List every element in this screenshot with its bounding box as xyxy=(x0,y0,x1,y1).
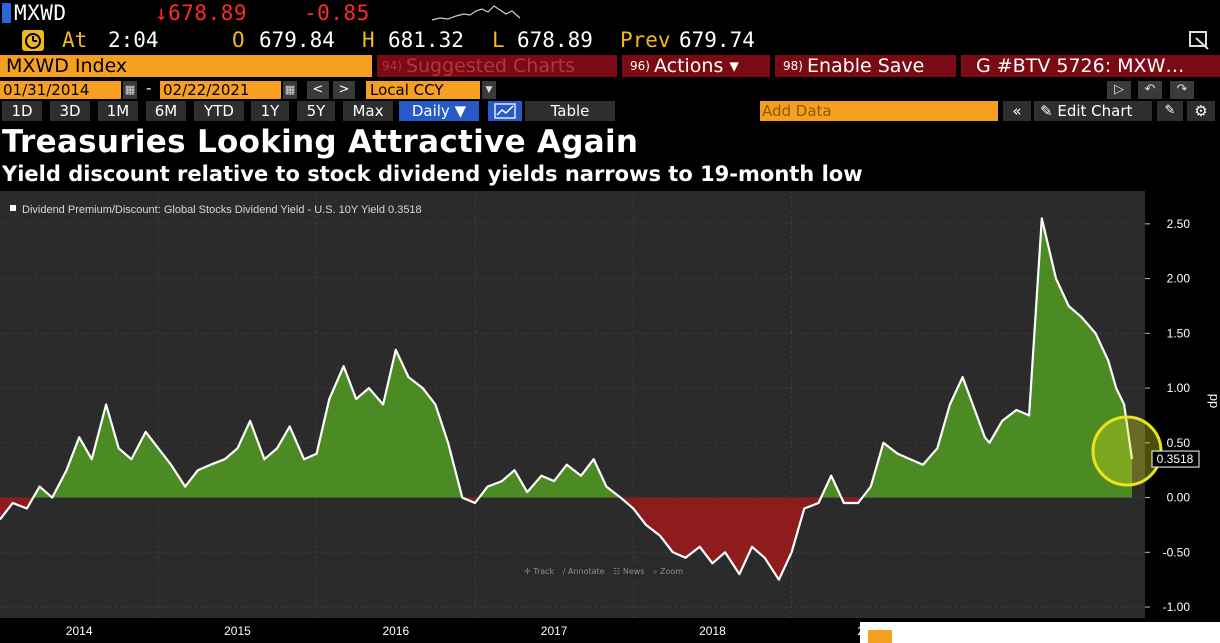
overlay-banner-logo xyxy=(868,630,892,643)
sparkline-icon xyxy=(431,5,521,21)
net-change: -0.85 xyxy=(304,1,370,25)
previous-period-button[interactable]: < xyxy=(307,81,329,99)
frequency-dropdown[interactable]: Daily ▼ xyxy=(399,101,479,121)
y-tick-label: 0.50 xyxy=(1167,436,1191,450)
calendar-icon[interactable]: ▦ xyxy=(283,81,297,99)
period-ytd-button[interactable]: YTD xyxy=(194,101,244,121)
zoom-button[interactable]: ⌕ Zoom xyxy=(653,567,684,576)
enable-save-label: Enable Save xyxy=(806,55,925,77)
period-6m-button[interactable]: 6M xyxy=(146,101,186,121)
chart-mini-toolbar[interactable]: ✛ Track ∕ Annotate ☷ News ⌕ Zoom xyxy=(518,565,690,579)
high-value: 681.32 xyxy=(388,28,464,52)
command-line[interactable]: G #BTV 5726: MXW… xyxy=(961,55,1220,77)
last-price: ↓678.89 xyxy=(155,1,248,25)
actions-number: 96) xyxy=(630,59,650,73)
clock-icon xyxy=(22,30,44,51)
x-tick-label: 2018 xyxy=(699,624,726,638)
edit-chart-button[interactable]: ✎ Edit Chart xyxy=(1034,101,1152,121)
open-value: 679.84 xyxy=(259,28,335,52)
y-tick-label: -0.50 xyxy=(1163,545,1191,559)
start-date-field[interactable]: 01/31/2014 xyxy=(0,81,121,99)
actions-button[interactable]: 96) Actions ▾ xyxy=(622,55,770,77)
play-icon[interactable]: ▷ xyxy=(1107,81,1131,99)
legend-label: Dividend Premium/Discount: Global Stocks… xyxy=(22,204,422,216)
prev-value: 679.74 xyxy=(679,28,755,52)
x-tick-label: 2016 xyxy=(382,624,409,638)
low-value: 678.89 xyxy=(517,28,593,52)
period-1m-button[interactable]: 1M xyxy=(98,101,138,121)
security-field[interactable]: MXWD Index xyxy=(0,55,372,77)
period-5y-button[interactable]: 5Y xyxy=(297,101,335,121)
positive-area xyxy=(0,218,1132,498)
line-chart-icon[interactable] xyxy=(488,101,522,121)
expand-window-icon[interactable] xyxy=(1188,30,1210,50)
y-tick-label: 2.50 xyxy=(1167,217,1191,231)
news-button[interactable]: ☷ News xyxy=(613,567,645,576)
track-button[interactable]: ✛ Track xyxy=(524,567,555,576)
period-1d-button[interactable]: 1D xyxy=(2,101,42,121)
x-tick-label: 2015 xyxy=(224,624,251,638)
next-period-button[interactable]: > xyxy=(333,81,355,99)
date-separator: - xyxy=(146,79,152,97)
y-axis-label: pp xyxy=(1207,394,1220,408)
collapse-panel-button[interactable]: « xyxy=(1003,101,1031,121)
y-tick-label: -1.00 xyxy=(1163,600,1191,614)
period-1y-button[interactable]: 1Y xyxy=(251,101,289,121)
chevron-down-icon[interactable]: ▼ xyxy=(482,81,496,99)
end-date-field[interactable]: 02/22/2021 xyxy=(160,81,281,99)
y-tick-label: 2.00 xyxy=(1167,272,1191,286)
page-subtitle: Yield discount relative to stock dividen… xyxy=(2,162,863,186)
legend-swatch xyxy=(10,205,16,211)
high-label: H xyxy=(362,28,375,52)
highlight-circle xyxy=(1091,415,1163,487)
suggested-charts-button[interactable]: 94) Suggested Charts xyxy=(377,55,617,77)
x-tick-label: 2017 xyxy=(541,624,568,638)
period-3d-button[interactable]: 3D xyxy=(50,101,90,121)
currency-field[interactable]: Local CCY xyxy=(366,81,480,99)
ticker-marker xyxy=(2,3,11,23)
y-tick-label: 0.00 xyxy=(1167,491,1191,505)
dividend-premium-chart[interactable]: 2.50 2.00 1.50 1.00 0.50 0.00 -0.50 -1.00 2014 2… xyxy=(0,191,1220,643)
annotate-button[interactable]: ∕ Annotate xyxy=(562,567,605,576)
open-label: O xyxy=(232,28,245,52)
x-tick-label: 2014 xyxy=(66,624,93,638)
redo-icon[interactable]: ↷ xyxy=(1170,81,1194,99)
time-value: 2:04 xyxy=(108,28,159,52)
calendar-icon[interactable]: ▦ xyxy=(123,81,137,99)
prev-label: Prev xyxy=(620,28,671,52)
low-label: L xyxy=(492,28,505,52)
edit-icon[interactable]: ✎ xyxy=(1157,101,1183,121)
y-tick-label: 1.00 xyxy=(1167,381,1191,395)
last-value-box xyxy=(1151,450,1200,468)
enable-save-number: 98) xyxy=(783,59,803,73)
enable-save-button[interactable]: 98) Enable Save xyxy=(775,55,956,77)
table-button[interactable]: Table xyxy=(525,101,615,121)
actions-label: Actions ▾ xyxy=(653,55,739,77)
negative-area xyxy=(0,497,863,580)
series-line xyxy=(0,217,1134,581)
period-max-button[interactable]: Max xyxy=(343,101,393,121)
time-label: At xyxy=(62,28,88,52)
page-title: Treasuries Looking Attractive Again xyxy=(2,124,639,160)
ticker-symbol: MXWD xyxy=(14,1,67,25)
y-tick-label: 1.50 xyxy=(1167,326,1191,340)
suggested-charts-label: Suggested Charts xyxy=(405,55,576,77)
y-axis-panel xyxy=(1145,191,1220,618)
suggested-charts-number: 94) xyxy=(382,59,402,73)
last-value-label: 0.3518 xyxy=(1157,452,1194,466)
gear-icon[interactable]: ⚙ xyxy=(1187,101,1215,121)
undo-icon[interactable]: ↶ xyxy=(1138,81,1162,99)
add-data-input[interactable] xyxy=(760,101,998,121)
overlay-banner xyxy=(860,622,1220,643)
